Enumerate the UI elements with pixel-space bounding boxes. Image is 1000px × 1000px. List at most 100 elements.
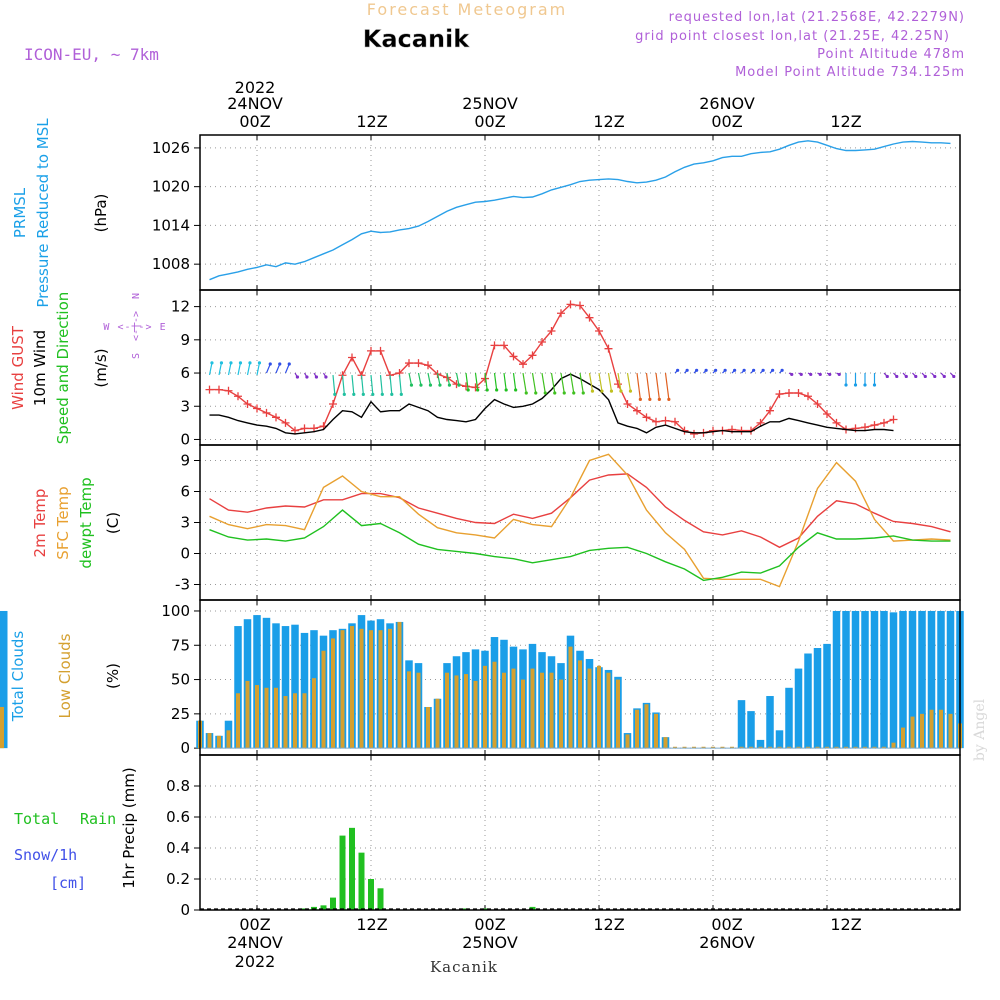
low-cloud-bar xyxy=(293,693,297,749)
wind-ytick-label: 12 xyxy=(171,298,190,316)
low-cloud-bar xyxy=(701,746,706,749)
wind-arrow-head xyxy=(714,368,718,372)
low-cloud-bar xyxy=(264,687,269,749)
gust-marker xyxy=(500,341,508,350)
wind-arrow-head xyxy=(695,368,699,372)
wind-arrow-head xyxy=(314,375,319,379)
gust-marker xyxy=(633,406,641,415)
gust-marker xyxy=(528,351,537,360)
wind-direction-arrow xyxy=(531,372,537,394)
low-cloud-bar xyxy=(644,704,649,749)
gust-marker xyxy=(652,417,660,426)
low-cloud-bar xyxy=(739,746,744,749)
gust-label: Wind GUST xyxy=(9,325,27,410)
wind-arrow-head xyxy=(543,391,547,395)
wind-arrow-head xyxy=(923,374,927,379)
wind-arrow-head xyxy=(342,392,346,396)
wind-direction-arrow xyxy=(598,372,603,392)
pressure-ytick-label: 1008 xyxy=(152,255,190,273)
wind-ytick-label: 0 xyxy=(180,430,190,448)
wind-arrow-head xyxy=(485,388,489,392)
total-cloud-bar xyxy=(804,653,812,749)
low-cloud-bar xyxy=(692,746,696,749)
wind-arrow-head xyxy=(742,368,746,372)
wind-arrow-head xyxy=(457,383,461,387)
wind-direction-arrow xyxy=(341,374,345,395)
compass-n: N xyxy=(131,293,142,299)
low-cloud-bar xyxy=(578,660,582,749)
wind-arrow-head xyxy=(619,389,623,393)
wind-arrow-head xyxy=(872,383,877,387)
gust-marker xyxy=(557,309,565,318)
wind-arrow-head xyxy=(238,361,243,365)
rain-bar xyxy=(320,905,327,910)
low-cloud-bar xyxy=(597,665,601,749)
wind-arrow-head xyxy=(371,392,375,396)
wind-direction-arrow xyxy=(360,374,364,395)
low-cloud-bar xyxy=(473,680,478,749)
wind-arrow-head xyxy=(723,368,727,372)
clouds-ytick-label: 100 xyxy=(161,602,190,620)
wind-arrow-head xyxy=(809,372,813,377)
gust-marker xyxy=(348,353,356,362)
low-cloud-bar xyxy=(768,746,772,749)
precip-unit: 1hr Precip (mm) xyxy=(120,767,138,888)
total-cloud-bar xyxy=(300,632,309,749)
rain-bar xyxy=(301,908,308,910)
low-cloud-bar xyxy=(872,746,877,749)
wind-direction-arrow xyxy=(503,372,507,391)
wind-arrow-head xyxy=(863,383,867,387)
pressure-label-2: Pressure Reduced to MSL xyxy=(34,118,52,308)
total-cloud-bar xyxy=(262,617,271,749)
gust-marker xyxy=(215,385,223,394)
low-cloud-bar xyxy=(245,680,250,749)
wind-arrow-head xyxy=(895,374,899,379)
gust-marker xyxy=(823,410,831,418)
low-cloud-bar xyxy=(416,672,421,749)
gust-marker xyxy=(281,418,290,427)
pressure-panel: 1008 1014 1020 1026 xyxy=(152,134,961,291)
wind-arrow-head xyxy=(752,368,756,372)
gust-marker xyxy=(424,361,432,370)
gust-marker xyxy=(880,418,888,427)
low-cloud-bar xyxy=(426,706,430,749)
wind-panel: 0 3 6 9 12 xyxy=(171,289,961,448)
wind-label: 10m Wind xyxy=(31,330,49,406)
rain-bar xyxy=(377,888,384,910)
rain-bar xyxy=(339,835,346,910)
pressure-ytick-label: 1020 xyxy=(152,178,190,196)
wind-direction-arrow xyxy=(655,372,660,400)
total-cloud-bar xyxy=(272,623,280,749)
compass-ns-axis: <-|-> xyxy=(131,311,142,341)
bottom-day-2: 25NOV xyxy=(462,933,518,952)
clouds-ytick-label: 25 xyxy=(171,705,190,723)
low-cloud-bar xyxy=(853,746,858,749)
bottom-tick-3: 00Z xyxy=(474,915,505,934)
wind-arrow-head xyxy=(581,391,585,395)
top-tick-4: 12Z xyxy=(593,112,624,131)
gust-marker xyxy=(766,406,774,415)
gust-marker xyxy=(604,344,613,353)
precip-ytick-label: 0.6 xyxy=(166,808,190,826)
wind-direction-arrow xyxy=(560,372,565,394)
wind-arrow-head xyxy=(590,389,595,393)
temp-label: 2m Temp xyxy=(31,489,49,558)
total-cloud-bar xyxy=(766,696,774,749)
wind-direction-arrow xyxy=(417,372,422,386)
gust-marker xyxy=(405,359,413,368)
low-cloud-bar xyxy=(388,628,392,749)
low-cloud-bar xyxy=(236,693,240,749)
gust-marker xyxy=(462,382,470,391)
low-cloud-bar xyxy=(625,734,630,749)
bottom-tick-6: 12Z xyxy=(830,915,861,934)
total-cloud-bar xyxy=(870,610,879,749)
gust-marker xyxy=(224,386,233,395)
wind-direction-arrow xyxy=(256,362,261,376)
wind-direction-arrow xyxy=(484,372,488,391)
temperature-series-2m-temp xyxy=(209,473,951,549)
precip-total-label: Total xyxy=(14,810,59,828)
wind-arrow-head xyxy=(638,397,642,401)
bottom-tick-5: 00Z xyxy=(711,915,742,934)
temp-unit: (C) xyxy=(104,512,122,534)
